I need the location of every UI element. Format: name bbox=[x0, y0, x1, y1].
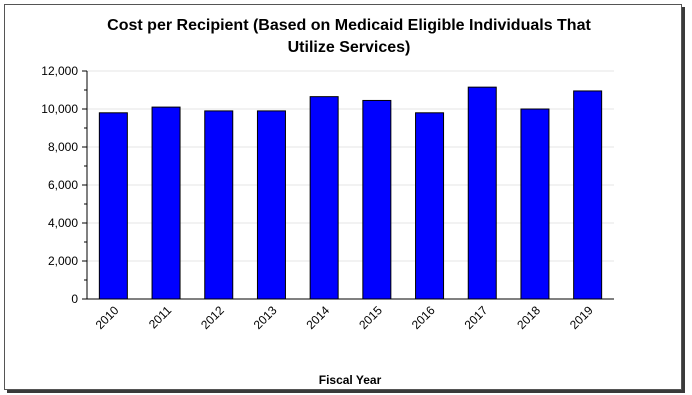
x-axis: 2010 2011 2012 2013 2014 2015 2016 2017 2018 2019 bbox=[87, 298, 614, 332]
chart-frame: Cost per Recipient (Based on Medicaid El… bbox=[4, 4, 682, 390]
x-tick-label: 2013 bbox=[251, 303, 280, 332]
bar-2016 bbox=[415, 112, 445, 300]
y-tick-label: 0 bbox=[71, 292, 78, 306]
bar-2014 bbox=[309, 96, 339, 300]
bar-chart: Cost per Recipient (Based on Medicaid El… bbox=[41, 17, 614, 387]
bar-2012 bbox=[204, 110, 234, 300]
bar-2013 bbox=[256, 110, 286, 300]
y-tick-label: 12,000 bbox=[41, 64, 78, 78]
bar-2018 bbox=[520, 108, 550, 300]
bar-2011 bbox=[151, 106, 181, 300]
chart-title-line-2: Utilize Services) bbox=[288, 39, 411, 56]
x-tick-label: 2018 bbox=[514, 303, 543, 332]
x-tick-label: 2012 bbox=[198, 303, 227, 332]
x-tick-label: 2019 bbox=[567, 303, 596, 332]
y-tick-label: 4,000 bbox=[48, 216, 78, 230]
y-axis: 0 2,000 4,000 6,000 8,000 10,000 12,000 bbox=[41, 64, 88, 306]
x-tick-label: 2017 bbox=[462, 303, 491, 332]
x-tick-label: 2010 bbox=[93, 303, 122, 332]
bar-2015 bbox=[362, 99, 392, 300]
x-axis-title: Fiscal Year bbox=[319, 373, 382, 387]
y-tick-label: 2,000 bbox=[48, 254, 78, 268]
y-tick-label: 10,000 bbox=[41, 102, 78, 116]
y-tick-label: 6,000 bbox=[48, 178, 78, 192]
x-tick-label: 2016 bbox=[409, 303, 438, 332]
chart-title-line-1: Cost per Recipient (Based on Medicaid El… bbox=[107, 17, 591, 34]
bar-2019 bbox=[573, 90, 603, 300]
bar-2010 bbox=[98, 112, 128, 300]
y-tick-label: 8,000 bbox=[48, 140, 78, 154]
bars bbox=[98, 86, 603, 300]
x-tick-label: 2014 bbox=[303, 303, 332, 332]
bar-2017 bbox=[467, 86, 497, 300]
x-tick-label: 2015 bbox=[356, 303, 385, 332]
x-tick-label: 2011 bbox=[146, 303, 174, 331]
